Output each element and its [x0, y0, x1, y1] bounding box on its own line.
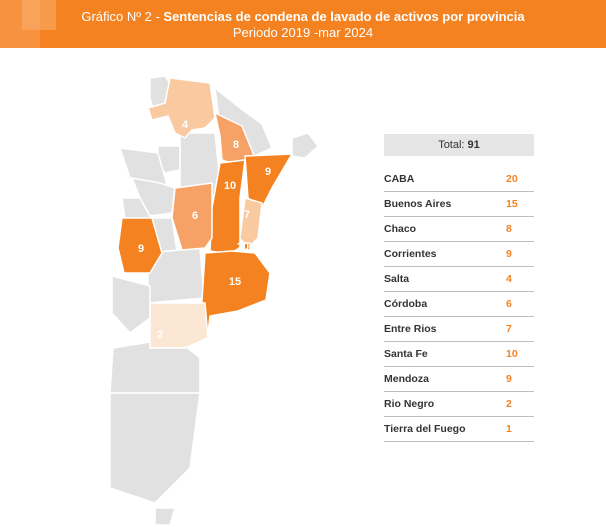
province-value: 20 — [506, 173, 518, 185]
table-row: Buenos Aires 15 — [384, 193, 534, 217]
map-label-chaco: 8 — [233, 139, 239, 151]
province-name: CABA — [384, 173, 415, 185]
province-value: 6 — [506, 298, 512, 310]
total-value: 91 — [467, 139, 480, 151]
table-row: Santa Fe 10 — [384, 343, 534, 367]
province-value: 15 — [506, 198, 518, 210]
province-value: 7 — [506, 323, 512, 335]
province-rio-negro — [149, 302, 209, 349]
province-name: Córdoba — [384, 298, 428, 310]
table-row: Corrientes 9 — [384, 243, 534, 267]
province-name: Mendoza — [384, 373, 429, 385]
map-label-cordoba: 6 — [192, 210, 198, 222]
header-decoration — [0, 0, 40, 48]
map-label-buenos-aires: 15 — [229, 276, 241, 288]
province-corrientes — [244, 153, 294, 210]
province-table: CABA 20 Buenos Aires 15 Chaco 8 Corrientes 9 Sal… — [384, 168, 534, 443]
province-entre-rios — [239, 197, 263, 250]
table-row: Tierra del Fuego 1 — [384, 418, 534, 442]
province-name: Chaco — [384, 223, 417, 235]
province-name: Entre Rios — [384, 323, 437, 335]
province-value: 1 — [506, 423, 512, 435]
table-row: Rio Negro 2 — [384, 393, 534, 417]
table-row: Mendoza 9 — [384, 368, 534, 392]
map-label-salta: 4 — [182, 119, 189, 131]
province-name: Tierra del Fuego — [384, 423, 466, 435]
province-value: 8 — [506, 223, 512, 235]
province-buenos-aires — [199, 250, 271, 334]
chart-header: Gráfico Nº 2 - Sentencias de condena de … — [0, 0, 606, 48]
province-name: Rio Negro — [384, 398, 435, 410]
province-name: Corrientes — [384, 248, 437, 260]
map-label-corrientes: 9 — [265, 166, 271, 178]
table-row: CABA 20 — [384, 168, 534, 192]
province-cordoba — [171, 182, 213, 251]
chart-subtitle: Periodo 2019 -mar 2024 — [232, 25, 374, 40]
map-label-santa-fe: 10 — [224, 180, 236, 192]
table-row: Chaco 8 — [384, 218, 534, 242]
province-name: Santa Fe — [384, 348, 428, 360]
province-value: 10 — [506, 348, 518, 360]
total-label: Total: — [438, 139, 465, 151]
province-caba — [242, 242, 251, 251]
chart-number: Gráfico Nº 2 — [81, 9, 152, 24]
province-value: 4 — [506, 273, 512, 285]
title-separator: - — [151, 9, 164, 24]
map-label-rio-negro: 2 — [157, 329, 163, 341]
map-label-mendoza: 9 — [138, 243, 144, 255]
province-value: 2 — [506, 398, 512, 410]
table-row: Salta 4 — [384, 268, 534, 292]
table-row: Entre Rios 7 — [384, 318, 534, 342]
province-mendoza — [117, 217, 163, 274]
province-name: Buenos Aires — [384, 198, 452, 210]
argentina-choropleth-map: 4 8 10 9 6 7 20 9 15 2 — [109, 75, 320, 526]
header-decoration — [22, 0, 56, 30]
total-box: Total: 91 — [384, 134, 534, 156]
province-value: 9 — [506, 373, 512, 385]
province-misiones — [291, 132, 320, 159]
map-label-entre-rios: 7 — [244, 209, 250, 221]
chart-title: Gráfico Nº 2 - Sentencias de condena de … — [0, 9, 606, 24]
province-neuquen — [111, 275, 151, 335]
province-santa-cruz — [109, 392, 201, 504]
province-tierra-del-fuego — [154, 507, 177, 526]
map-label-caba: 20 — [237, 241, 249, 253]
table-row: Córdoba 6 — [384, 293, 534, 317]
chart-title-text: Sentencias de condena de lavado de activ… — [163, 9, 525, 24]
province-value: 9 — [506, 248, 512, 260]
province-name: Salta — [384, 273, 410, 285]
